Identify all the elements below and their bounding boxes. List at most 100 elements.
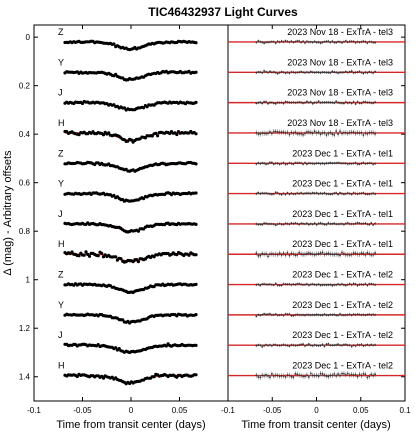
data-point (84, 250, 88, 254)
residual-point (364, 193, 367, 195)
residual-point (372, 163, 375, 166)
residual-point (360, 343, 363, 346)
residual-point (274, 130, 277, 133)
residual-point (290, 71, 293, 73)
residual-point (267, 102, 269, 105)
residual-point (278, 41, 281, 44)
residual-point (313, 192, 316, 195)
residual-point (350, 40, 353, 43)
residual-point (261, 162, 264, 164)
residual-point (348, 374, 351, 376)
residual-point (255, 344, 258, 347)
residual-point (346, 314, 349, 316)
residual-point (372, 72, 375, 74)
residual-point (329, 41, 332, 44)
residual-point (329, 193, 332, 196)
residual-point (270, 132, 273, 135)
residual-point (257, 313, 260, 316)
residual-point (272, 223, 275, 226)
residual-point (335, 314, 338, 317)
residual-point (315, 162, 318, 165)
residual-point (300, 314, 303, 316)
residual-point (360, 40, 363, 43)
residual-point (370, 102, 373, 104)
residual-point (370, 343, 373, 346)
residual-point (257, 255, 260, 257)
residual-point (280, 313, 283, 316)
residual-point (274, 224, 277, 226)
residual-point (296, 373, 299, 376)
date-label: 2023 Dec 1 - ExTrA - tel2 (292, 361, 393, 371)
residual-point (261, 223, 264, 226)
residual-point (270, 373, 273, 375)
residual-point (296, 283, 299, 285)
residual-point (333, 134, 336, 136)
residual-point (274, 253, 277, 256)
residual-point (290, 343, 293, 346)
residual-point (269, 253, 271, 256)
residual-point (290, 314, 293, 317)
residual-point (341, 372, 343, 375)
residual-point (276, 344, 279, 347)
residual-point (306, 313, 308, 316)
residual-point (327, 252, 330, 255)
residual-point (374, 222, 376, 225)
date-label: 2023 Dec 1 - ExTrA - tel2 (292, 300, 393, 310)
residual-point (296, 40, 299, 42)
x-tick-label-left: -0.1 (27, 406, 41, 415)
residual-point (354, 41, 357, 44)
residual-point (302, 343, 304, 346)
residual-point (327, 222, 330, 224)
residual-point (304, 223, 306, 225)
residual-point (290, 162, 293, 165)
data-point (152, 375, 156, 379)
residual-point (339, 313, 341, 315)
residual-point (372, 223, 375, 226)
residual-point (269, 131, 271, 133)
residual-point (323, 374, 326, 376)
residual-point (309, 372, 312, 375)
residual-point (257, 376, 260, 378)
residual-point (259, 101, 262, 104)
residual-point (292, 344, 295, 347)
residual-point (337, 40, 339, 43)
date-label: 2023 Dec 1 - ExTrA - tel1 (292, 179, 393, 189)
residual-point (269, 161, 271, 164)
residual-point (366, 42, 369, 44)
residual-point (344, 131, 347, 134)
residual-point (315, 41, 318, 44)
data-point (187, 253, 191, 257)
residual-point (307, 71, 310, 74)
residual-point (368, 375, 371, 378)
residual-point (356, 313, 359, 316)
residual-point (358, 344, 361, 346)
residual-point (306, 283, 308, 285)
residual-point (265, 192, 267, 195)
residual-point (290, 222, 293, 225)
residual-point (366, 162, 369, 165)
residual-point (280, 193, 283, 196)
residual-point (364, 162, 367, 165)
residual-point (269, 344, 271, 346)
residual-point (362, 134, 365, 136)
residual-point (255, 283, 258, 286)
residual-point (304, 192, 306, 195)
residual-point (337, 193, 339, 196)
residual-point (370, 314, 373, 316)
data-point (150, 134, 154, 138)
residual-point (294, 372, 297, 375)
data-point (82, 253, 86, 257)
residual-point (370, 131, 373, 134)
residual-point (358, 373, 361, 376)
residual-point (302, 375, 304, 378)
residual-point (317, 131, 320, 134)
residual-point (302, 283, 304, 286)
residual-point (298, 71, 301, 74)
residual-point (270, 40, 273, 43)
residual-point (307, 376, 310, 378)
residual-point (343, 102, 345, 105)
residual-point (261, 252, 264, 255)
residual-point (315, 374, 318, 377)
residual-point (366, 71, 369, 74)
residual-point (319, 222, 322, 224)
